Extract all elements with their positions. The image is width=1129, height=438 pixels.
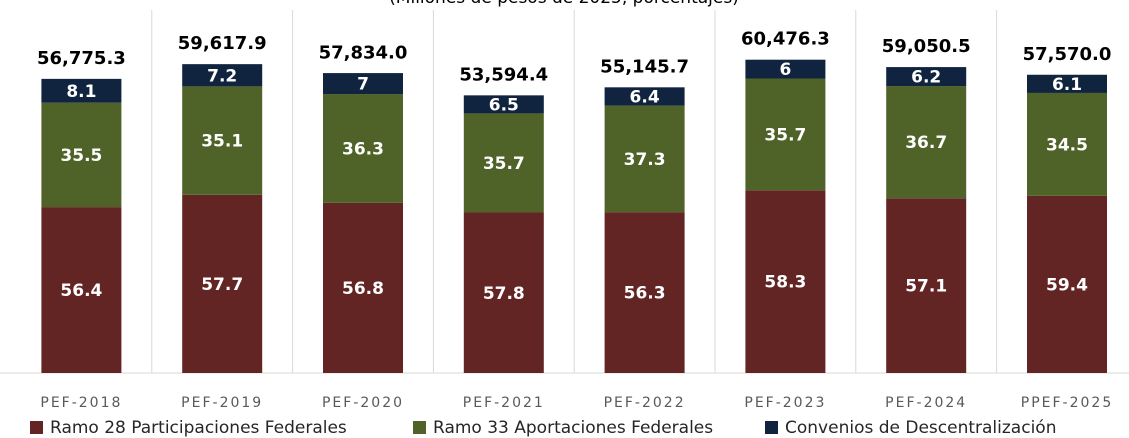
legend-swatch <box>30 421 43 434</box>
x-tick-label: PEF-2018 <box>40 395 122 411</box>
segment-label: 34.5 <box>1046 135 1088 155</box>
bar-segment <box>182 86 263 195</box>
bar-segment <box>745 59 826 79</box>
total-label: 57,834.0 <box>319 42 408 63</box>
x-tick-label: PEF-2020 <box>322 395 404 411</box>
bar-segment <box>604 87 685 106</box>
legend-label: Convenios de Descentralización <box>785 418 1056 438</box>
x-tick-label: PEF-2019 <box>181 395 263 411</box>
segment-label: 56.8 <box>342 279 384 299</box>
total-label: 57,570.0 <box>1023 44 1112 65</box>
segment-label: 57.8 <box>483 284 525 304</box>
segment-label: 7.2 <box>207 66 237 86</box>
segment-label: 57.1 <box>905 277 947 297</box>
segment-label: 37.3 <box>624 150 666 170</box>
total-label: 60,476.3 <box>741 29 830 50</box>
segment-label: 56.3 <box>624 284 666 304</box>
segment-label: 6 <box>779 60 791 80</box>
legend-label: Ramo 28 Participaciones Federales <box>50 418 347 438</box>
bar-segment <box>182 194 263 373</box>
segment-label: 35.5 <box>60 146 102 166</box>
segment-label: 35.7 <box>764 125 806 145</box>
segment-label: 6.2 <box>911 68 941 88</box>
segment-label: 58.3 <box>764 273 806 293</box>
bar-segment <box>41 78 122 103</box>
segment-label: 7 <box>357 75 369 95</box>
bar-segment <box>182 64 263 87</box>
segment-label: 57.7 <box>201 275 243 295</box>
bar-segment <box>604 105 685 213</box>
x-tick-label: PEF-2023 <box>744 395 826 411</box>
bar-segment <box>323 94 403 203</box>
bar-segment <box>745 190 826 373</box>
bar-segment <box>886 86 967 199</box>
segment-label: 6.1 <box>1052 75 1082 95</box>
total-label: 59,617.9 <box>178 33 267 54</box>
legend-swatch <box>413 421 426 434</box>
segment-label: 59.4 <box>1046 275 1088 295</box>
total-label: 53,594.4 <box>459 64 548 85</box>
x-tick-label: PEF-2022 <box>604 395 686 411</box>
x-tick-label: PEF-2024 <box>885 395 967 411</box>
segment-label: 8.1 <box>66 82 96 102</box>
total-label: 56,775.3 <box>37 48 126 69</box>
bar-segment <box>463 212 544 373</box>
segment-label: 36.3 <box>342 139 384 159</box>
bar-segment <box>463 113 544 213</box>
bar-segment <box>41 207 122 373</box>
segment-label: 36.7 <box>905 133 947 153</box>
legend-swatch <box>765 421 778 434</box>
total-label: 55,145.7 <box>600 56 689 77</box>
bar-segment <box>463 95 544 114</box>
segment-label: 56.4 <box>60 281 102 301</box>
bar-segment <box>604 212 685 373</box>
bar-segment <box>323 73 403 95</box>
x-tick-label: PEF-2021 <box>463 395 545 411</box>
x-tick-label: PPEF-2025 <box>1021 395 1113 411</box>
segment-label: 6.4 <box>630 87 660 107</box>
bar-segment <box>41 102 122 208</box>
bar-segment <box>1027 92 1107 196</box>
segment-label: 35.7 <box>483 154 525 174</box>
bar-segment <box>1027 74 1107 93</box>
bar-segment <box>323 202 403 373</box>
segment-label: 6.5 <box>489 95 519 115</box>
chart-subtitle: (Millones de pesos de 2025, porcentajes) <box>389 0 739 8</box>
bar-segment <box>1027 195 1107 373</box>
bar-segment <box>745 78 826 191</box>
segment-label: 35.1 <box>201 132 243 152</box>
legend-label: Ramo 33 Aportaciones Federales <box>433 418 713 438</box>
bar-segment <box>886 67 967 87</box>
bar-segment <box>886 198 967 373</box>
total-label: 59,050.5 <box>882 36 971 57</box>
